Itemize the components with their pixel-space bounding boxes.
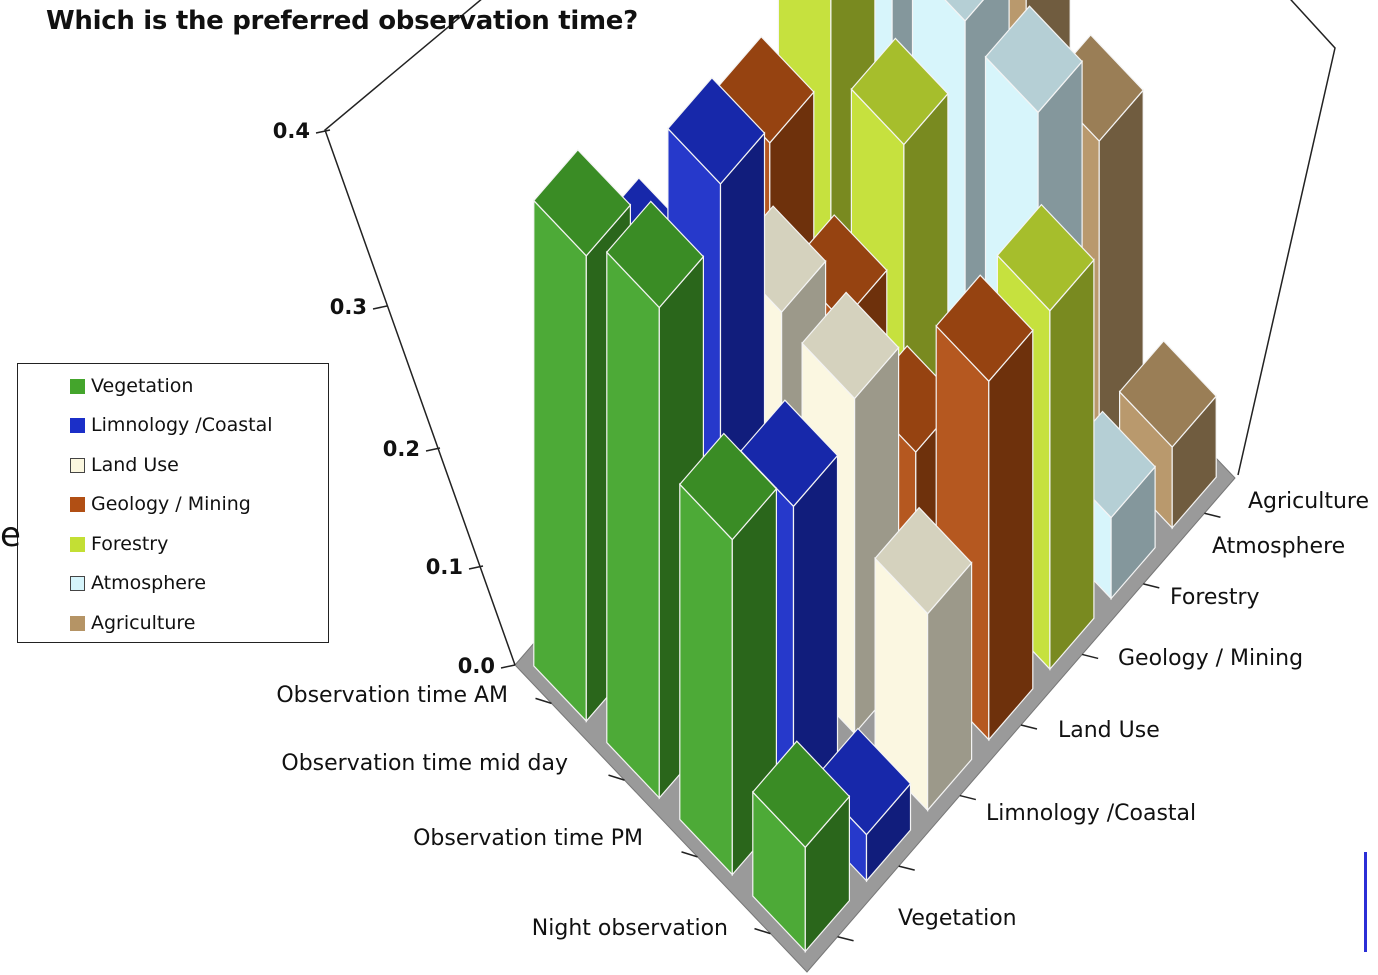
y-tick-mark — [1081, 653, 1099, 660]
bar-face-top — [751, 740, 851, 849]
legend-label: Forestry — [91, 533, 169, 555]
back-wall-left — [324, 0, 944, 666]
legend-swatch-agriculture — [70, 615, 85, 631]
y-tick-mark — [1143, 583, 1160, 589]
bar-face-top — [801, 291, 900, 400]
y-axis-label: Agriculture — [1248, 489, 1369, 514]
z-tick-mark — [468, 565, 484, 570]
legend-label: Limnology /Coastal — [91, 414, 273, 436]
bar — [874, 506, 973, 812]
z-tick-label: 0.4 — [273, 119, 310, 143]
legend-item-atmosphere: Atmosphere — [70, 570, 206, 596]
bar-face-top — [678, 432, 778, 541]
bar-face-top — [935, 274, 1034, 383]
x-tick-mark — [535, 697, 552, 705]
bar-face-top — [716, 35, 815, 144]
legend-swatch-limnology — [70, 417, 85, 433]
legend-item-forestry: Forestry — [70, 531, 168, 557]
y-tick-mark — [1204, 512, 1221, 519]
bar-face-top — [944, 0, 984, 22]
legend-label: Agriculture — [91, 612, 196, 634]
bar-face-right — [988, 328, 1034, 742]
y-tick-mark — [959, 794, 977, 801]
z-tick-mark — [425, 447, 441, 452]
bar-face-top — [532, 148, 632, 257]
legend-label: Atmosphere — [91, 572, 207, 594]
y-axis-label: Land Use — [1058, 718, 1160, 743]
bar-face-left — [606, 250, 660, 800]
legend-swatch-atmosphere — [70, 575, 85, 591]
bar-face-top — [984, 5, 1083, 114]
bar — [740, 399, 839, 806]
y-axis-label: Geology / Mining — [1118, 646, 1303, 671]
legend-swatch-land-use — [70, 457, 85, 473]
x-tick-mark — [754, 927, 771, 935]
y-axis-label: Limnology /Coastal — [986, 801, 1196, 826]
x-axis-label: Observation time mid day — [281, 751, 568, 776]
legend-label: Land Use — [91, 454, 179, 476]
legend-item-vegetation: Vegetation — [70, 373, 193, 399]
bar-face-top — [667, 76, 766, 185]
z-tick-mark — [500, 664, 516, 669]
back-wall-right — [1237, 0, 1336, 476]
x-axis-label: Observation time AM — [276, 683, 508, 708]
legend-item-land-use: Land Use — [70, 452, 179, 478]
bar-face-top — [813, 727, 912, 836]
z-tick-label: 0.2 — [383, 437, 420, 461]
bar-face-top — [605, 200, 705, 309]
legend-swatch-vegetation — [70, 378, 85, 394]
bar — [751, 740, 851, 954]
bar-face-top — [850, 37, 949, 146]
bar-face-top — [996, 203, 1095, 312]
x-tick-mark — [608, 774, 625, 781]
y-axis-label: Vegetation — [898, 906, 1017, 931]
legend: Vegetation Limnology /Coastal Land Use G… — [17, 363, 329, 643]
z-tick-mark — [315, 129, 331, 134]
y-tick-mark — [898, 865, 915, 871]
legend-label: Geology / Mining — [91, 493, 251, 515]
legend-swatch-geology — [70, 496, 85, 512]
z-tick-label: 0.3 — [330, 295, 367, 319]
bar-face-top — [740, 399, 839, 508]
legend-item-geology: Geology / Mining — [70, 491, 251, 517]
bar-face-left — [533, 199, 587, 723]
y-tick-mark — [1020, 724, 1038, 730]
legend-item-limnology: Limnology /Coastal — [70, 412, 273, 438]
x-axis-label: Observation time PM — [413, 826, 643, 851]
y-axis-label: Atmosphere — [1212, 534, 1345, 559]
z-tick-label: 0.0 — [458, 654, 495, 678]
y-tick-mark — [837, 935, 854, 942]
bar-face-top — [874, 506, 973, 615]
x-tick-mark — [681, 851, 698, 858]
bar-face-right — [1049, 258, 1095, 671]
y-axis-label: Forestry — [1170, 585, 1260, 610]
legend-swatch-forestry — [70, 536, 85, 552]
z-tick-mark — [372, 305, 388, 310]
bar-face-top — [1118, 340, 1218, 448]
x-axis-label: Night observation — [532, 916, 728, 941]
edge-bar — [1364, 852, 1367, 952]
legend-item-agriculture: Agriculture — [70, 610, 196, 636]
bar-face-left — [679, 482, 733, 877]
cropped-text-fragment: e — [0, 515, 21, 555]
legend-label: Vegetation — [91, 375, 194, 397]
z-tick-label: 0.1 — [426, 555, 463, 579]
chart-title: Which is the preferred observation time? — [46, 6, 638, 36]
